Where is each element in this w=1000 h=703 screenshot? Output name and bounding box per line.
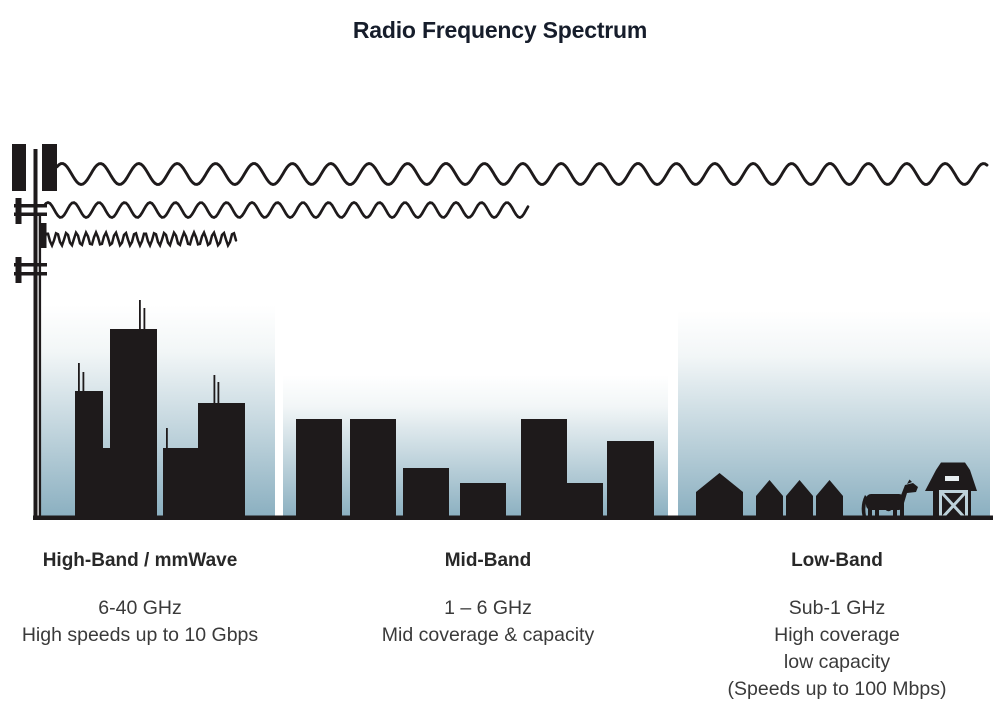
mid-band-name: Mid-Band <box>444 550 532 571</box>
ground-line <box>33 515 993 520</box>
page-title: Radio Frequency Spectrum <box>352 17 648 44</box>
barn-icon <box>925 462 977 520</box>
low-band-label: Low-Band Sub-1 GHz High coverage low cap… <box>697 550 977 703</box>
mid-band-label: Mid-Band 1 – 6 GHz Mid coverage & capaci… <box>348 550 628 649</box>
barn-door-crossbuck <box>940 491 967 520</box>
radio-waves <box>40 161 989 249</box>
rural-farm-icon <box>696 462 977 520</box>
wave-mid-band-medium-wavelength <box>42 201 530 219</box>
high-band-name: High-Band / mmWave <box>42 550 238 571</box>
low-band-description-2: low capacity <box>783 651 891 673</box>
low-band-description-1: High coverage <box>774 624 900 646</box>
mid-band-frequency: 1 – 6 GHz <box>444 597 532 619</box>
wave-low-band-long-wavelength <box>55 161 989 187</box>
spectrum-illustration <box>12 144 993 520</box>
city-skyline-icon <box>75 300 245 518</box>
low-band-name: Low-Band <box>791 550 883 571</box>
low-band-frequency: Sub-1 GHz <box>788 597 886 619</box>
cell-tower-icon <box>12 144 57 518</box>
house-icons <box>696 473 843 518</box>
high-band-description: High speeds up to 10 Gbps <box>21 624 259 646</box>
cow-icon <box>861 479 918 518</box>
suburban-buildings-icon <box>296 419 654 518</box>
low-band-description-3: (Speeds up to 100 Mbps) <box>727 678 947 700</box>
high-band-label: High-Band / mmWave 6-40 GHz High speeds … <box>10 550 270 649</box>
high-band-frequency: 6-40 GHz <box>98 597 182 619</box>
rooftop-antenna-icons <box>78 300 220 449</box>
barn-window <box>945 476 959 481</box>
mid-band-description: Mid coverage & capacity <box>381 624 595 646</box>
wave-high-band-short-wavelength <box>40 229 238 249</box>
